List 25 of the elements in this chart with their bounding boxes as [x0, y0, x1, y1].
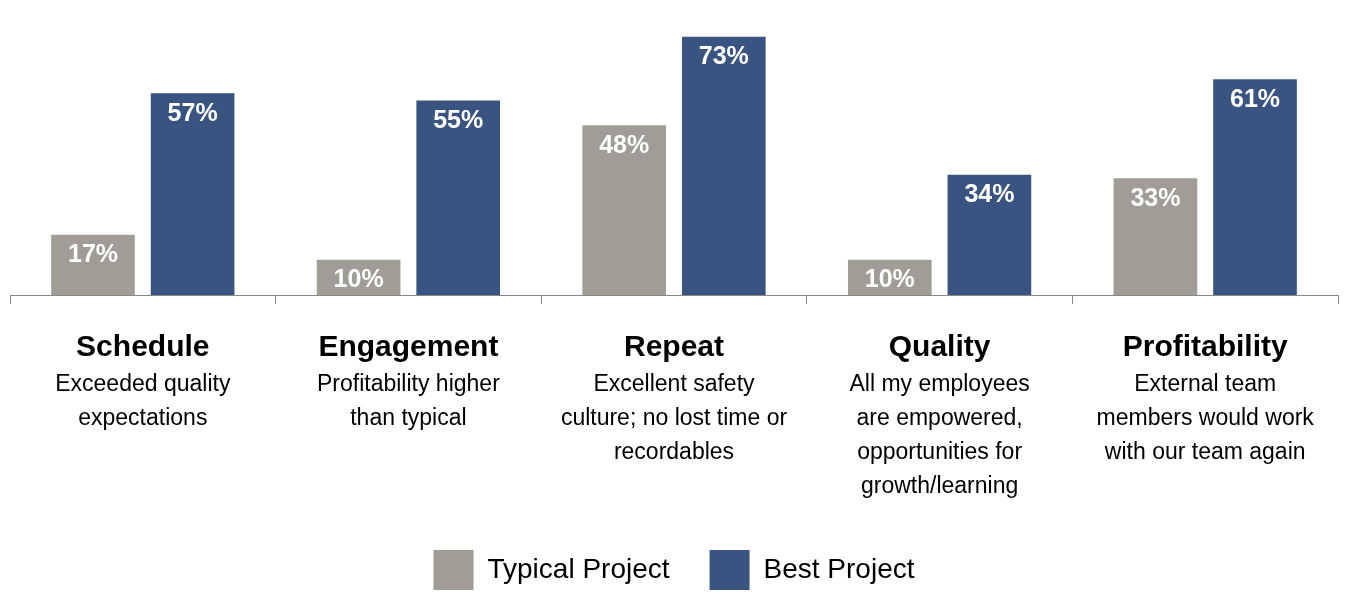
data-label: 10%: [333, 264, 384, 293]
x-tick-label: Profitability External team members would work with our team again: [1096, 329, 1315, 464]
data-label: 55%: [433, 104, 484, 133]
data-label: 17%: [67, 239, 119, 268]
bar: [947, 174, 1032, 295]
bar: [150, 93, 235, 295]
data-label: 33%: [1130, 182, 1181, 211]
x-tick-label: Quality All my employees are empowered, opportunities for growth/learning: [849, 329, 1030, 498]
x-tick-label: Schedule Exceeded quality expectations: [55, 329, 231, 430]
data-label: 61%: [1229, 83, 1281, 112]
data-label: 48%: [599, 129, 650, 158]
data-label: 34%: [964, 179, 1015, 208]
data-label: 57%: [167, 97, 218, 126]
data-label: 10%: [864, 264, 915, 293]
bar: [1213, 79, 1297, 295]
bar: [416, 100, 501, 295]
bar: [582, 125, 667, 295]
legend-label: Typical Project: [487, 552, 670, 584]
legend-label: Best Project: [763, 552, 915, 584]
bar: [51, 234, 135, 295]
x-tick-label: Engagement Profitability higher than typical: [316, 329, 501, 430]
bar: [681, 36, 766, 295]
data-label: 73%: [698, 41, 749, 70]
x-tick-label: Repeat Excellent safety culture; no lost time or recordables: [560, 329, 788, 464]
bar: [1113, 178, 1198, 295]
